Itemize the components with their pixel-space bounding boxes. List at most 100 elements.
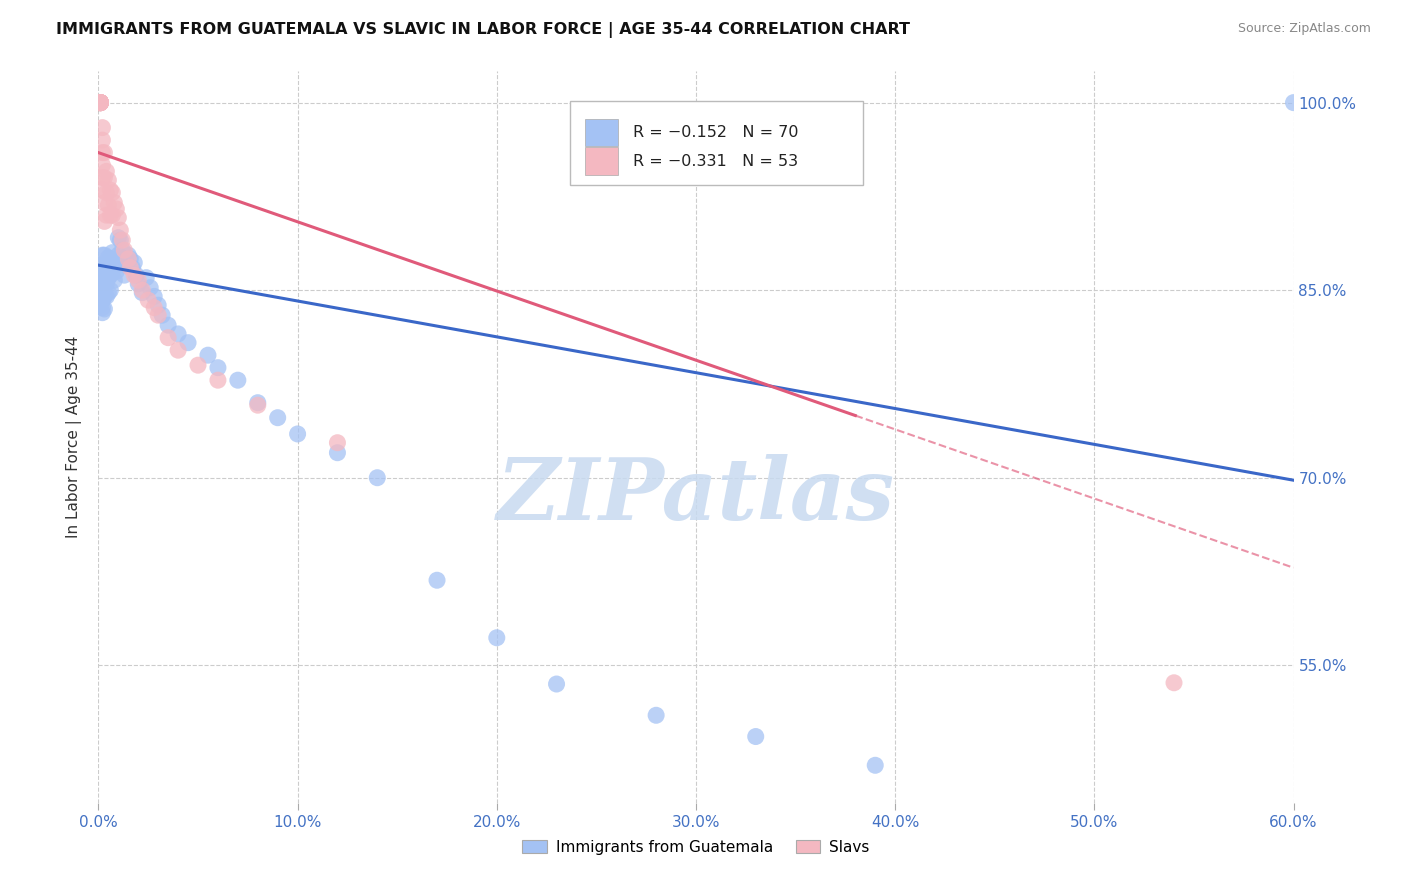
- Point: [89, 95, 111, 110]
- Point: [112, 252, 135, 266]
- Point: [91, 158, 114, 172]
- Point: [148, 308, 170, 322]
- Point: [326, 446, 349, 460]
- Point: [1163, 675, 1185, 690]
- Point: [89, 95, 111, 110]
- Point: [107, 248, 129, 262]
- FancyBboxPatch shape: [585, 119, 619, 146]
- FancyBboxPatch shape: [571, 101, 863, 185]
- Point: [91, 293, 114, 308]
- Point: [93, 289, 115, 303]
- Point: [89, 258, 111, 272]
- Point: [124, 255, 146, 269]
- Point: [120, 252, 142, 266]
- Point: [91, 285, 114, 300]
- Point: [112, 243, 135, 257]
- Point: [89, 95, 111, 110]
- Point: [136, 293, 159, 308]
- Point: [117, 252, 139, 266]
- Point: [103, 273, 125, 287]
- Point: [96, 258, 118, 272]
- Point: [89, 280, 111, 294]
- Point: [105, 264, 128, 278]
- Point: [111, 243, 134, 257]
- Point: [246, 395, 269, 409]
- Point: [98, 208, 122, 222]
- Text: ZIPatlas: ZIPatlas: [496, 454, 896, 537]
- Point: [98, 183, 122, 197]
- Point: [91, 170, 114, 185]
- Point: [93, 248, 115, 262]
- Point: [135, 270, 157, 285]
- Point: [150, 308, 173, 322]
- Point: [96, 208, 118, 222]
- Point: [105, 202, 128, 216]
- Point: [89, 264, 111, 278]
- Point: [91, 301, 114, 315]
- Point: [91, 268, 114, 282]
- Point: [645, 708, 668, 723]
- Point: [96, 289, 118, 303]
- Point: [89, 95, 111, 110]
- Text: Source: ZipAtlas.com: Source: ZipAtlas.com: [1237, 22, 1371, 36]
- Point: [91, 277, 114, 291]
- Point: [89, 95, 111, 110]
- Point: [101, 186, 124, 200]
- Point: [93, 195, 115, 210]
- Point: [101, 208, 124, 222]
- Point: [91, 183, 114, 197]
- Point: [127, 277, 149, 291]
- Point: [110, 223, 132, 237]
- Text: R = −0.152   N = 70: R = −0.152 N = 70: [633, 125, 799, 140]
- Point: [93, 145, 115, 160]
- Point: [167, 343, 190, 358]
- Point: [426, 573, 449, 587]
- Point: [143, 289, 166, 303]
- Point: [177, 335, 200, 350]
- Point: [91, 306, 114, 320]
- Point: [89, 95, 111, 110]
- Point: [97, 173, 120, 187]
- Point: [187, 358, 209, 372]
- Point: [485, 631, 508, 645]
- Point: [115, 258, 138, 272]
- Point: [267, 410, 290, 425]
- Point: [93, 214, 115, 228]
- Point: [89, 95, 111, 110]
- Point: [97, 198, 120, 212]
- Point: [865, 758, 887, 772]
- FancyBboxPatch shape: [585, 147, 619, 175]
- Y-axis label: In Labor Force | Age 35-44: In Labor Force | Age 35-44: [66, 336, 83, 538]
- Point: [127, 273, 149, 287]
- Legend: Immigrants from Guatemala, Slavs: Immigrants from Guatemala, Slavs: [516, 834, 876, 861]
- Point: [96, 164, 118, 178]
- Point: [93, 277, 115, 291]
- Point: [96, 277, 118, 291]
- Point: [246, 398, 269, 412]
- Point: [107, 211, 129, 225]
- Point: [131, 283, 153, 297]
- Point: [107, 230, 129, 244]
- Point: [103, 195, 125, 210]
- Point: [112, 268, 135, 282]
- Point: [157, 318, 180, 333]
- Point: [97, 251, 120, 265]
- Point: [97, 285, 120, 300]
- Point: [89, 298, 111, 312]
- Point: [101, 245, 124, 260]
- Point: [91, 120, 114, 135]
- Point: [546, 677, 568, 691]
- Point: [287, 426, 309, 441]
- Point: [157, 331, 180, 345]
- Point: [89, 273, 111, 287]
- Point: [91, 145, 114, 160]
- Point: [139, 280, 162, 294]
- Point: [101, 264, 124, 278]
- Text: R = −0.331   N = 53: R = −0.331 N = 53: [633, 153, 797, 169]
- Point: [98, 252, 122, 266]
- Point: [89, 95, 111, 110]
- Point: [111, 233, 134, 247]
- Point: [110, 233, 132, 247]
- Point: [117, 248, 139, 262]
- Point: [98, 268, 122, 282]
